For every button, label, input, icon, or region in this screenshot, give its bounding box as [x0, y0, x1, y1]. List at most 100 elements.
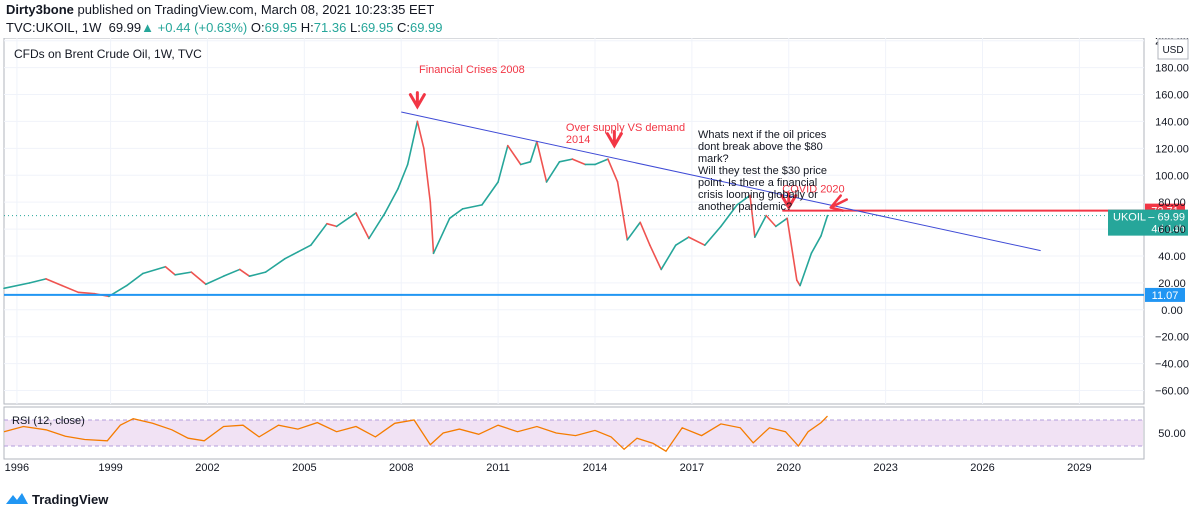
- price-segment: [77, 291, 96, 295]
- price-segment: [765, 214, 777, 228]
- price-segment: [616, 181, 629, 241]
- price-segment: [558, 158, 574, 163]
- price-segment: [190, 271, 207, 286]
- x-tick-label: 2026: [970, 462, 994, 474]
- price-segment: [736, 194, 751, 206]
- price-segment: [749, 194, 756, 238]
- price-segment: [355, 212, 370, 240]
- high-value: 71.36: [313, 20, 347, 35]
- symbol-label[interactable]: TVC:UKOIL, 1W: [6, 20, 102, 35]
- x-tick-label: 2014: [583, 462, 607, 474]
- price-segment: [660, 244, 677, 271]
- y-tick-label: 0.00: [1161, 305, 1182, 317]
- current-price-value: – 69.99: [1148, 212, 1185, 224]
- price-segment: [284, 251, 299, 260]
- price-segment: [519, 160, 532, 166]
- x-tick-label: 2017: [680, 462, 704, 474]
- price-segment: [607, 158, 619, 183]
- y-tick-label: 100.00: [1155, 170, 1189, 182]
- price-segment: [45, 278, 63, 287]
- price-segment: [720, 204, 738, 228]
- price-segment: [326, 222, 338, 228]
- price-segment: [481, 181, 499, 206]
- price-segment: [594, 158, 609, 166]
- note-line: dont break above the $80: [698, 141, 823, 153]
- currency-label: USD: [1162, 45, 1183, 56]
- price-segment: [536, 140, 548, 183]
- price-segment: [384, 187, 399, 214]
- left-arrow-icon: [829, 194, 848, 212]
- current-price-symbol: UKOIL: [1113, 212, 1146, 224]
- current-price-tag: [1108, 209, 1188, 236]
- price-segment: [142, 265, 167, 275]
- tradingview-brand[interactable]: TradingView: [32, 492, 109, 507]
- open-label: O:: [250, 20, 265, 35]
- price-change: +0.44 (+0.63%): [157, 20, 248, 35]
- price-segment: [3, 282, 31, 290]
- y-tick-label: 140.00: [1155, 116, 1189, 128]
- y-tick-label: 40.00: [1158, 251, 1186, 263]
- x-tick-label: 2002: [195, 462, 219, 474]
- published-text: published on TradingView.com, March 08, …: [77, 2, 435, 17]
- price-segment: [397, 163, 409, 190]
- rsi-tick-label: 50.00: [1158, 428, 1186, 440]
- price-segment: [461, 204, 483, 210]
- x-tick-label: 1996: [5, 462, 29, 474]
- publish-header: Dirty3bone published on TradingView.com,…: [0, 0, 1200, 38]
- note-line: crisis looming globally or: [698, 189, 818, 201]
- close-value: 69.99: [409, 20, 443, 35]
- price-axis[interactable]: 200.00180.00160.00140.00120.00100.0080.0…: [1155, 38, 1189, 440]
- annotation-text: Financial Crises 2008: [419, 64, 525, 76]
- price-segment: [571, 158, 587, 166]
- trendline: [401, 111, 1041, 252]
- rsi-label: RSI (12, close): [12, 415, 85, 427]
- annotation-text: Over supply VS demand: [566, 122, 685, 134]
- grid: [4, 38, 1144, 404]
- note-line: Whats next if the oil prices: [698, 129, 827, 141]
- publish-info: Dirty3bone published on TradingView.com,…: [6, 2, 434, 17]
- footer: TradingView: [0, 482, 1200, 515]
- price-segment: [674, 236, 690, 247]
- x-tick-label: 2005: [292, 462, 316, 474]
- price-segment: [545, 160, 561, 183]
- price-segment: [248, 271, 267, 277]
- note-line: Will they test the $30 price: [698, 165, 827, 177]
- price-segment: [506, 144, 522, 166]
- x-tick-label: 2029: [1067, 462, 1091, 474]
- time-axis[interactable]: 1996 1999 2002 2005 2008 2011 2014 2017 2020 2023…: [5, 462, 1092, 474]
- y-tick-label: 160.00: [1155, 90, 1189, 102]
- open-value: 69.95: [264, 20, 298, 35]
- x-tick-label: 2020: [777, 462, 801, 474]
- price-segment: [368, 212, 386, 240]
- price-segment: [786, 217, 798, 282]
- down-arrow-icon: [408, 91, 426, 110]
- note-line: another pandemic?: [698, 201, 792, 213]
- author-name[interactable]: Dirty3bone: [6, 2, 74, 17]
- price-segment: [61, 284, 80, 294]
- rsi-band-fill: [5, 420, 1143, 446]
- rsi-band: [4, 419, 1144, 447]
- low-label: L:: [349, 20, 361, 35]
- y-tick-label: −20.00: [1155, 332, 1189, 344]
- price-segment: [429, 201, 435, 255]
- price-segment: [497, 144, 509, 183]
- price-segment: [754, 214, 767, 238]
- price-segment: [703, 225, 722, 247]
- note-line: mark?: [698, 153, 729, 165]
- y-tick-label: 180.00: [1155, 63, 1189, 75]
- price-segment: [799, 252, 813, 287]
- price-segment: [687, 236, 706, 247]
- down-arrow-icon: [605, 130, 623, 149]
- price-segment: [174, 271, 193, 276]
- currency-box[interactable]: [1157, 38, 1189, 60]
- price-segment: [222, 268, 241, 277]
- y-tick-label: 80.00: [1158, 197, 1186, 209]
- price-segment: [639, 221, 651, 247]
- price-segment: [820, 214, 829, 237]
- last-price: 69.99: [108, 20, 142, 35]
- support-price-tag: [1145, 287, 1185, 302]
- annotation-text: 2014: [566, 134, 590, 146]
- low-value: 69.95: [360, 20, 394, 35]
